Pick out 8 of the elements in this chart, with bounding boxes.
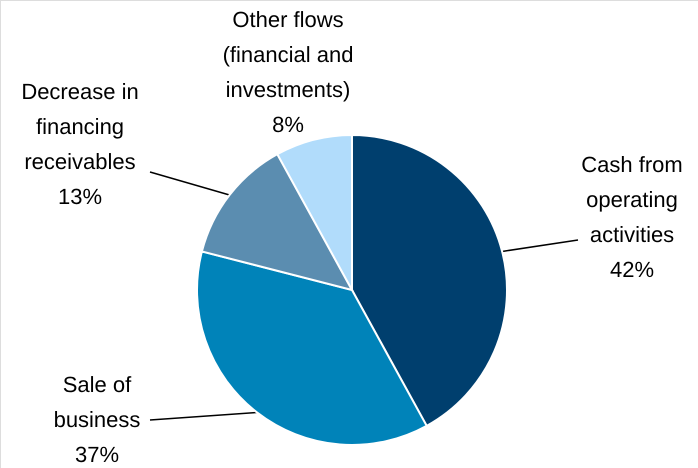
slice-label: Other flows (financial and investments) [222,7,354,102]
data-label: 37% [74,442,120,467]
data-label: 42% [610,257,654,282]
data-label: 13% [58,184,102,209]
data-label: 8% [272,112,304,137]
slice-label: Decrease in financing receivables [21,79,139,174]
slice-label: Cash from operating activities [581,152,683,247]
slice-label: Sale of business [54,372,140,432]
